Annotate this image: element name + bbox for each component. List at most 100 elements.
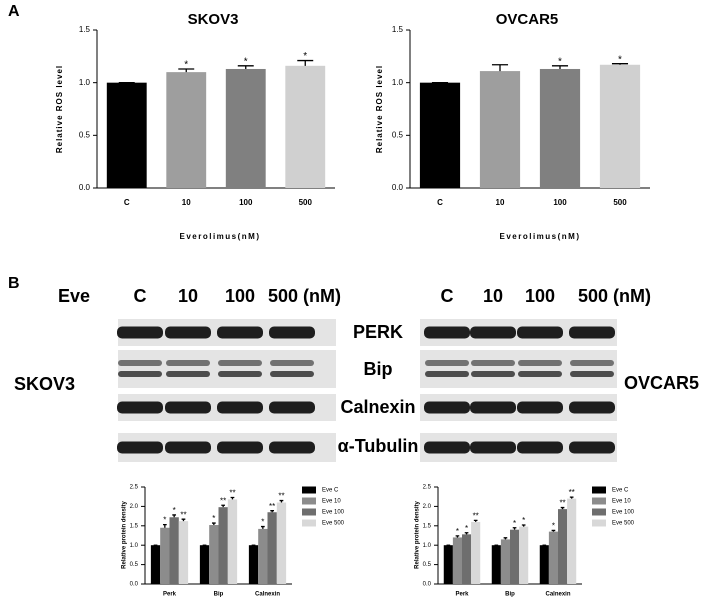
error-bar xyxy=(560,506,565,510)
x-tick-label: C xyxy=(437,198,443,207)
significance-mark: * xyxy=(558,56,562,67)
blot-band xyxy=(117,441,163,454)
y-axis-label: Relative protein density xyxy=(122,500,128,568)
legend-label: Eve C xyxy=(322,488,339,494)
y-axis-label: Relative ROS level xyxy=(375,65,384,153)
blot-band xyxy=(424,441,470,454)
x-axis-label: Everolimus(nM) xyxy=(179,232,260,241)
bar xyxy=(225,68,266,188)
significance-mark: * xyxy=(465,524,468,533)
error-bar xyxy=(521,524,526,527)
blot-band xyxy=(517,401,563,414)
x-tick-label: C xyxy=(124,198,130,207)
y-tick-label: 1.5 xyxy=(79,25,91,34)
blot-band xyxy=(218,360,262,366)
y-tick-label: 2.0 xyxy=(130,504,139,510)
legend-swatch xyxy=(302,497,316,505)
significance-mark: ** xyxy=(229,489,235,498)
bar xyxy=(471,521,481,584)
error-bar xyxy=(270,510,275,513)
blot-band xyxy=(471,360,515,366)
y-tick-label: 1.0 xyxy=(79,78,91,87)
bar xyxy=(419,82,461,188)
blot-band xyxy=(165,401,211,414)
significance-mark: * xyxy=(184,60,188,71)
blot-band xyxy=(166,360,210,366)
bar xyxy=(106,82,147,188)
bar xyxy=(519,526,529,584)
x-tick-label: Perk xyxy=(455,592,469,598)
x-tick-label: 10 xyxy=(496,198,505,207)
bar xyxy=(539,545,549,584)
significance-mark: * xyxy=(456,527,459,536)
blot-background xyxy=(420,350,617,388)
bar xyxy=(267,512,277,584)
significance-mark: * xyxy=(212,514,215,523)
blot-band xyxy=(570,360,614,366)
significance-mark: * xyxy=(261,518,264,527)
significance-mark: ** xyxy=(269,502,275,511)
error-bar xyxy=(551,65,569,69)
error-bar xyxy=(260,525,265,529)
y-tick-label: 0.0 xyxy=(130,582,139,588)
bar xyxy=(166,72,207,188)
protein-label: Bip xyxy=(364,359,393,379)
x-axis-label: Everolimus(nM) xyxy=(499,232,580,241)
significance-mark: * xyxy=(522,516,525,525)
bar xyxy=(169,517,179,584)
bar xyxy=(276,502,287,584)
legend-swatch xyxy=(592,519,606,527)
error-bar xyxy=(230,496,235,500)
blot-band xyxy=(217,326,263,339)
error-bar xyxy=(211,522,216,526)
y-tick-label: 1.5 xyxy=(130,523,139,529)
blot-band xyxy=(425,371,469,377)
blot-band xyxy=(470,401,516,414)
y-tick-label: 0.5 xyxy=(79,130,91,139)
lane-label: 500 (nM) xyxy=(578,286,651,306)
legend-swatch xyxy=(302,508,316,516)
panel-label: B xyxy=(8,275,20,292)
blot-band xyxy=(217,401,263,414)
legend-swatch xyxy=(592,486,606,494)
blot-band xyxy=(217,441,263,454)
blot-band xyxy=(471,371,515,377)
legend-label: Eve 100 xyxy=(322,510,345,516)
error-bar xyxy=(178,68,195,73)
bar xyxy=(491,545,501,584)
blot-band xyxy=(269,401,315,414)
blot-background xyxy=(118,350,336,388)
error-bar xyxy=(464,532,469,535)
significance-mark: * xyxy=(513,519,516,528)
eve-label: Eve xyxy=(58,286,90,306)
y-tick-label: 0.5 xyxy=(130,562,139,568)
blot-band xyxy=(470,326,516,339)
legend-label: Eve 10 xyxy=(322,499,341,505)
bar xyxy=(479,71,521,188)
error-bar xyxy=(503,537,508,540)
bar xyxy=(599,64,641,188)
x-tick-label: 100 xyxy=(239,198,253,207)
significance-mark: ** xyxy=(559,499,565,508)
error-bar xyxy=(551,529,556,532)
bar xyxy=(248,545,259,584)
y-tick-label: 1.5 xyxy=(392,25,404,34)
blot-band xyxy=(270,360,314,366)
y-tick-label: 2.5 xyxy=(423,485,432,491)
blot-band xyxy=(166,371,210,377)
protein-label: α-Tubulin xyxy=(338,436,419,456)
significance-mark: ** xyxy=(278,492,284,501)
legend-swatch xyxy=(302,486,316,494)
blot-band xyxy=(117,401,163,414)
y-axis-label: Relative protein density xyxy=(415,500,421,568)
protein-label: Calnexin xyxy=(340,397,415,417)
bar xyxy=(209,525,219,584)
bar xyxy=(178,521,189,584)
bar xyxy=(227,499,238,584)
legend-label: Eve C xyxy=(612,488,629,494)
blot-band xyxy=(517,441,563,454)
significance-mark: * xyxy=(303,51,307,62)
legend-label: Eve 100 xyxy=(612,510,635,516)
x-tick-label: 10 xyxy=(182,198,191,207)
blot-band xyxy=(425,360,469,366)
